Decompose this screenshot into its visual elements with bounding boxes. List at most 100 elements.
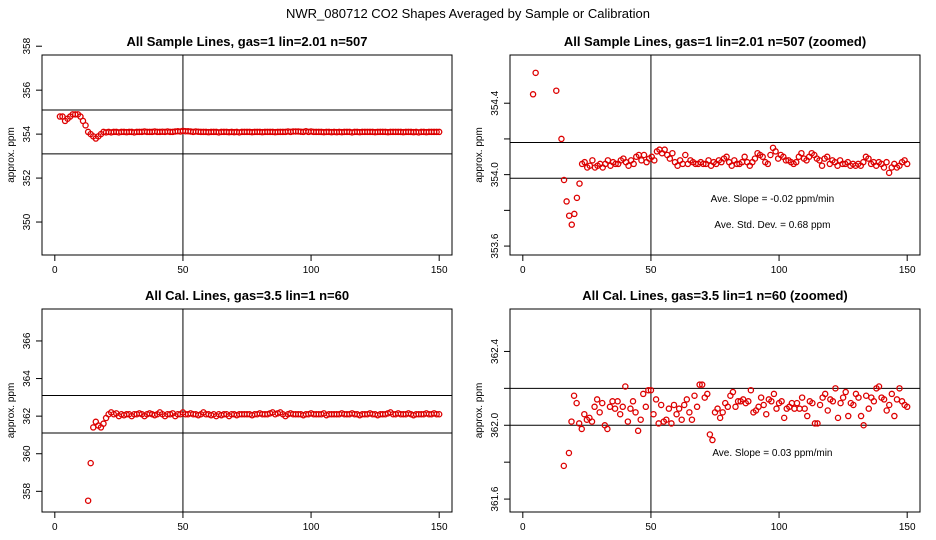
x-tick-label: 150 — [899, 522, 916, 533]
data-point — [645, 386, 652, 394]
plot-frame — [509, 308, 921, 513]
data-point — [665, 405, 673, 412]
data-point — [686, 409, 693, 416]
data-point — [764, 160, 772, 168]
x-tick-label: 150 — [431, 522, 448, 533]
data-point — [596, 409, 603, 416]
data-point — [834, 414, 842, 422]
data-point — [647, 386, 655, 394]
y-axis-label: approx. ppm — [474, 383, 485, 439]
data-point — [652, 396, 660, 403]
data-point — [529, 91, 537, 98]
data-point — [796, 405, 803, 412]
data-point — [663, 416, 670, 423]
data-point — [883, 407, 890, 414]
data-point — [698, 381, 706, 388]
x-tick-label: 100 — [303, 522, 320, 533]
data-point — [560, 462, 568, 470]
data-point — [845, 412, 852, 420]
data-point — [706, 431, 714, 438]
data-point — [880, 164, 888, 171]
data-point — [732, 403, 739, 411]
data-point — [606, 403, 614, 411]
data-point — [811, 420, 819, 427]
data-point — [634, 427, 642, 435]
data-point — [87, 459, 94, 467]
chart-panel-3: All Cal. Lines, gas=3.5 lin=1 n=60 0 50 100… — [6, 288, 453, 533]
data-point — [719, 409, 726, 416]
x-tick-label: 150 — [431, 265, 448, 276]
data-point — [870, 398, 878, 405]
data-point — [716, 414, 724, 422]
data-point — [763, 410, 770, 418]
data-point — [616, 410, 624, 418]
data-point — [630, 160, 637, 168]
data-point — [875, 383, 883, 390]
data-point — [599, 399, 606, 407]
data-point — [553, 87, 560, 94]
data-point — [666, 155, 674, 162]
data-point — [90, 424, 97, 431]
data-point — [573, 194, 581, 202]
data-point — [804, 412, 811, 420]
x-tick-label: 100 — [771, 522, 788, 533]
panel-title: All Sample Lines, gas=1 lin=2.01 n=507 (… — [564, 34, 866, 49]
data-point — [751, 155, 759, 162]
data-point — [760, 401, 767, 409]
y-tick-label: 352 — [22, 169, 33, 186]
data-point — [637, 416, 644, 423]
data-point — [565, 449, 573, 457]
data-point — [560, 176, 568, 184]
data-point — [614, 398, 621, 405]
data-point — [591, 403, 598, 411]
data-point — [668, 420, 675, 427]
y-tick-label: 353.6 — [490, 233, 501, 258]
data-point — [757, 394, 765, 401]
data-point — [857, 412, 865, 420]
data-point — [704, 390, 711, 398]
data-point — [433, 411, 440, 418]
data-point — [741, 153, 748, 161]
data-point — [650, 410, 657, 418]
data-point — [558, 135, 565, 143]
data-point — [682, 151, 689, 159]
data-point — [589, 157, 596, 164]
chart-panel-4: All Cal. Lines, gas=3.5 lin=1 n=60 (zoom… — [474, 288, 921, 533]
data-point — [865, 155, 872, 162]
data-point — [611, 405, 619, 412]
data-point — [693, 403, 701, 411]
data-point — [581, 158, 588, 166]
data-point — [801, 405, 808, 412]
data-point — [573, 399, 580, 407]
y-tick-label: 358 — [22, 37, 33, 54]
data-point — [885, 169, 893, 177]
data-point — [778, 398, 785, 405]
y-axis-label: approx. ppm — [6, 127, 17, 183]
data-point — [575, 420, 583, 427]
data-point — [435, 411, 443, 418]
data-point — [903, 403, 911, 411]
data-point — [862, 392, 870, 399]
x-tick-label: 50 — [177, 522, 189, 533]
x-tick-label: 100 — [771, 265, 788, 276]
data-point — [681, 401, 688, 409]
chart-panel-1: All Sample Lines, gas=1 lin=2.01 n=507 0 5… — [6, 34, 453, 276]
data-point — [780, 414, 788, 422]
data-point — [609, 398, 616, 405]
annotation-text: Ave. Slope = -0.02 ppm/min — [711, 194, 835, 205]
data-point — [837, 399, 844, 407]
data-point — [793, 399, 801, 407]
y-axis-label: approx. ppm — [474, 127, 485, 183]
data-point — [604, 425, 611, 433]
data-point — [435, 128, 443, 136]
data-point — [433, 128, 440, 136]
data-point — [675, 405, 683, 412]
panel-title: All Sample Lines, gas=1 lin=2.01 n=507 — [127, 34, 368, 49]
data-point — [896, 385, 903, 392]
data-point — [891, 412, 898, 420]
data-point — [669, 149, 676, 157]
annotation-text: Ave. Std. Dev. = 0.68 ppm — [714, 220, 830, 231]
data-point — [629, 398, 637, 405]
data-point — [640, 390, 647, 398]
y-tick-label: 362 — [22, 407, 33, 424]
